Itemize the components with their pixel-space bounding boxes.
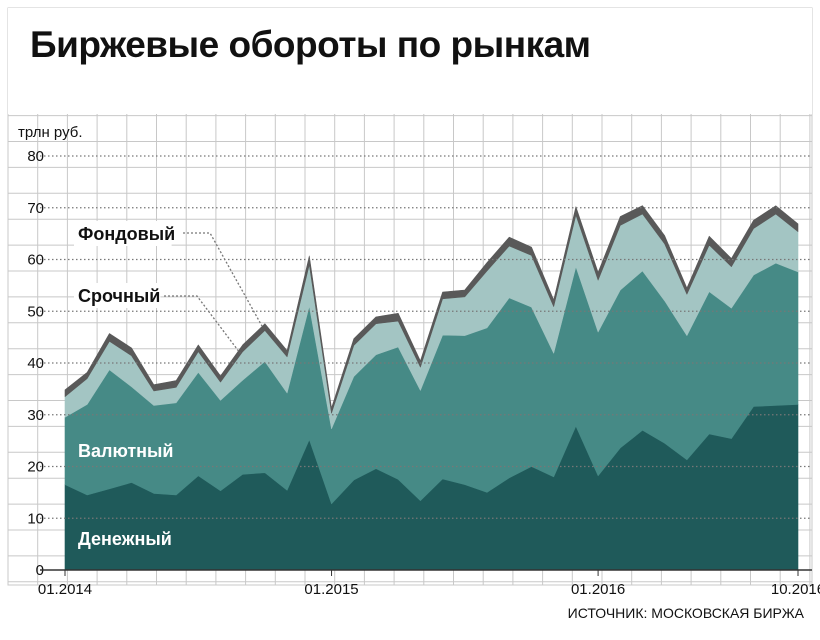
x-tick-label: 01.2015 [304,581,358,598]
x-tick-label: 10.2016 [771,581,820,598]
series-label: Фондовый [78,224,175,244]
title-backdrop [8,8,812,114]
series-label: Валютный [78,441,174,461]
series-label: Срочный [78,286,160,306]
axis-ticks: 0 10 20 30 40 50 60 70 80 01.2014 01.2015 01.2016 10… [27,148,820,598]
y-tick-label: 50 [27,303,44,320]
label-backdrop [74,283,161,308]
y-tick-label: 40 [27,355,44,372]
area-series-4 [64,205,799,414]
series-labels: Фондовый Срочный Валютный Денежный [74,221,263,549]
dotted-gridlines [40,155,812,519]
x-tick-label: 01.2016 [571,581,625,598]
y-axis-unit: трлн руб. [18,124,83,141]
label-backdrop [74,221,172,246]
x-tick-label: 01.2014 [38,581,92,598]
source-note: ИСТОЧНИК: МОСКОВСКАЯ БИРЖА [567,605,804,621]
y-tick-label: 80 [27,148,44,165]
y-tick-label: 60 [27,252,44,269]
leader-line [183,232,263,327]
leader-line [164,295,241,354]
y-tick-label: 10 [27,510,44,527]
y-tick-label: 30 [27,407,44,424]
stacked-areas [64,205,799,571]
y-tick-label: 0 [36,562,44,579]
series-label: Денежный [78,529,172,549]
chart-title: Биржевые обороты по рынкам [30,24,591,65]
y-tick-label: 70 [27,200,44,217]
y-tick-label: 20 [27,459,44,476]
